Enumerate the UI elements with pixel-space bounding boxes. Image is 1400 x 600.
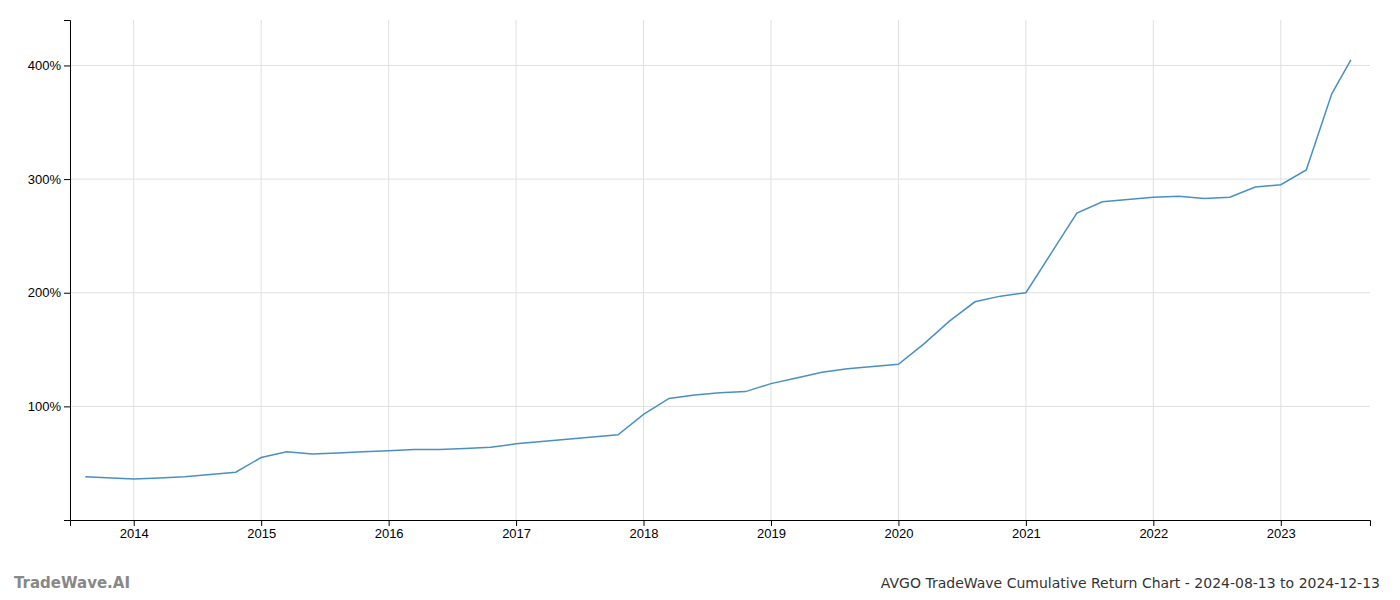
x-tick: 2015 — [247, 520, 276, 541]
x-axis: 2014 2015 2016 2017 2018 2019 2020 2021 2022 2023 — [71, 520, 1371, 541]
x-tick: 2020 — [884, 520, 913, 541]
x-tick: 2014 — [120, 520, 149, 541]
y-axis-line — [64, 21, 71, 521]
x-tick-mark — [644, 520, 645, 526]
chart: 2014 2015 2016 2017 2018 2019 2020 2021 2022 2023… — [0, 0, 1400, 600]
grid-line-x — [770, 20, 771, 520]
grid-line-x — [261, 20, 262, 520]
grid-line-x — [1153, 20, 1154, 520]
y-tick-label: 200% — [28, 285, 62, 300]
grid-line-x — [133, 20, 134, 520]
title: AVGO TradeWave Cumulative Return Chart -… — [881, 575, 1380, 591]
x-tick: 2019 — [757, 520, 786, 541]
x-tick-mark — [1153, 520, 1154, 526]
x-tick-label: 2019 — [757, 526, 786, 541]
y-tick-mark — [64, 406, 70, 407]
y-tick-mark — [64, 293, 70, 294]
x-tick-label: 2014 — [120, 526, 149, 541]
grid-line-x — [643, 20, 644, 520]
y-tick-mark — [64, 179, 70, 180]
grid-line-x — [388, 20, 389, 520]
x-tick-mark — [134, 520, 135, 526]
watermark: TradeWave.AI — [14, 574, 130, 592]
grid — [70, 20, 1370, 520]
y-tick: 200% — [28, 285, 70, 300]
x-tick-label: 2015 — [247, 526, 276, 541]
x-tick-label: 2018 — [630, 526, 659, 541]
y-tick-mark — [64, 65, 70, 66]
y-tick-label: 400% — [28, 58, 62, 73]
line — [85, 60, 1351, 479]
x-tick-mark — [389, 520, 390, 526]
y-tick: 300% — [28, 172, 70, 187]
x-tick: 2018 — [630, 520, 659, 541]
marks — [85, 60, 1351, 479]
x-tick: 2022 — [1139, 520, 1168, 541]
x-tick-mark — [1281, 520, 1282, 526]
x-tick-mark — [898, 520, 899, 526]
x-tick-label: 2020 — [884, 526, 913, 541]
x-tick-label: 2016 — [375, 526, 404, 541]
y-tick: 400% — [28, 58, 70, 73]
y-axis: 100% 200% 300% 400% — [28, 21, 71, 521]
y-tick-label: 100% — [28, 399, 62, 414]
x-tick: 2021 — [1012, 520, 1041, 541]
x-tick-mark — [1026, 520, 1027, 526]
x-axis-line — [71, 521, 1371, 527]
grid-line-x — [1025, 20, 1026, 520]
x-tick-mark — [771, 520, 772, 526]
x-tick-label: 2023 — [1267, 526, 1296, 541]
x-tick-mark — [261, 520, 262, 526]
grid-line-y — [70, 65, 1370, 66]
y-tick-label: 300% — [28, 172, 62, 187]
grid-line-y — [70, 292, 1370, 293]
grid-line-y — [70, 179, 1370, 180]
x-tick-label: 2021 — [1012, 526, 1041, 541]
grid-line-x — [1280, 20, 1281, 520]
grid-line-x — [898, 20, 899, 520]
plot: 2014 2015 2016 2017 2018 2019 2020 2021 2022 2023… — [28, 20, 1371, 541]
y-tick: 100% — [28, 399, 70, 414]
x-tick: 2016 — [375, 520, 404, 541]
grid-line-y — [70, 406, 1370, 407]
x-tick: 2017 — [502, 520, 531, 541]
x-tick: 2023 — [1267, 520, 1296, 541]
grid-line-x — [516, 20, 517, 520]
x-tick-mark — [516, 520, 517, 526]
x-tick-label: 2017 — [502, 526, 531, 541]
x-tick-label: 2022 — [1139, 526, 1168, 541]
